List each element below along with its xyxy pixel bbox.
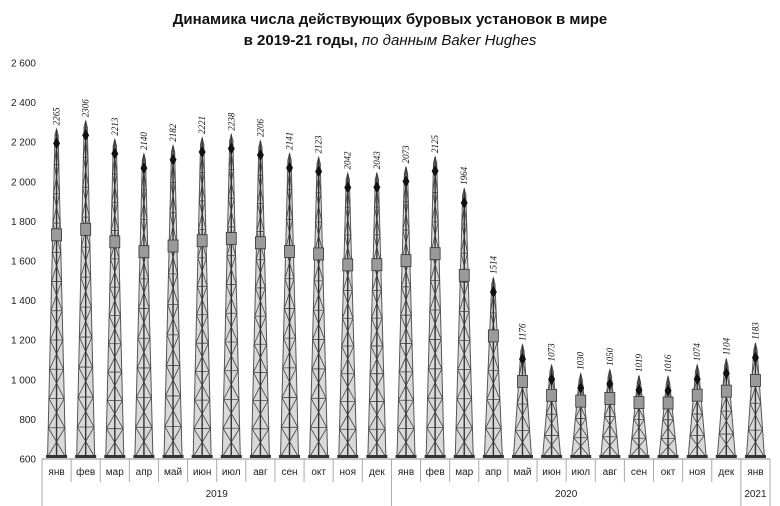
data-label: 2140	[139, 132, 149, 151]
bar-rig	[308, 155, 330, 458]
data-label: 2141	[285, 132, 295, 150]
x-tick-label: авг	[253, 467, 268, 478]
x-tick-label: окт	[311, 467, 326, 478]
bar-rig	[366, 171, 388, 458]
data-label: 2206	[255, 119, 265, 138]
x-tick-label: фев	[76, 466, 95, 478]
data-label: 2042	[343, 151, 353, 170]
bar-rig	[46, 127, 68, 458]
bar-rig	[453, 186, 475, 458]
x-tick-label: апр	[485, 467, 502, 478]
x-tick-label: мар	[106, 467, 124, 478]
bar-rig	[220, 132, 242, 458]
x-tick-label: мар	[455, 467, 473, 478]
x-tick-label: дек	[369, 467, 385, 478]
bar-rig	[599, 367, 621, 458]
data-label: 1176	[517, 323, 527, 341]
bar-rig	[744, 341, 766, 458]
title-line-2: в 2019-21 годы, по данным Baker Hughes	[0, 30, 780, 51]
y-tick-label: 1 800	[11, 217, 36, 228]
bar-rig	[279, 151, 301, 458]
x-tick-label: сен	[281, 467, 297, 478]
data-label: 2213	[110, 117, 120, 136]
data-label: 1016	[663, 354, 673, 373]
data-label: 2221	[197, 116, 207, 134]
data-label: 2306	[81, 99, 91, 118]
chart-title: Динамика числа действующих буровых устан…	[0, 9, 780, 51]
y-tick-label: 1 000	[11, 375, 36, 386]
x-tick-label: май	[164, 467, 182, 478]
bar-rig	[191, 136, 213, 458]
bar-rig	[424, 155, 446, 458]
x-tick-label: янв	[747, 467, 763, 478]
data-label: 1050	[605, 347, 615, 366]
data-label: 2265	[52, 107, 62, 126]
data-label: 1073	[547, 343, 557, 362]
data-label: 2182	[168, 123, 178, 142]
data-label: 1183	[750, 322, 760, 340]
x-tick-label: фев	[426, 466, 445, 478]
year-label: 2021	[744, 489, 767, 500]
y-tick-label: 2 000	[11, 177, 36, 188]
y-tick-label: 2 600	[11, 59, 36, 70]
x-tick-label: авг	[603, 467, 618, 478]
y-tick-label: 800	[19, 415, 36, 426]
title-line-1: Динамика числа действующих буровых устан…	[172, 11, 608, 28]
y-tick-label: 1 200	[11, 336, 36, 347]
data-label: 1964	[459, 166, 469, 185]
bar-rig	[104, 137, 126, 458]
bar-rig	[482, 276, 504, 458]
bar-rig	[75, 119, 97, 458]
x-tick-label: ноя	[340, 467, 357, 478]
data-label: 2073	[401, 145, 411, 164]
data-label: 2043	[372, 151, 382, 170]
x-tick-label: июн	[542, 467, 561, 478]
bar-rig	[715, 357, 737, 458]
data-label: 1074	[692, 343, 702, 362]
bar-rig	[657, 374, 679, 458]
x-tick-label: сен	[631, 467, 647, 478]
y-tick-label: 2 400	[11, 98, 36, 109]
bar-rig	[249, 139, 271, 458]
bar-rig	[337, 171, 359, 458]
bar-rig	[395, 165, 417, 458]
data-label: 1104	[721, 337, 731, 355]
x-tick-label: окт	[661, 467, 676, 478]
y-tick-label: 2 200	[11, 138, 36, 149]
title-period: в 2019-21 годы,	[243, 32, 358, 49]
y-tick-label: 1 400	[11, 296, 36, 307]
bar-rig	[686, 363, 708, 458]
year-label: 2020	[555, 489, 578, 500]
x-tick-label: ноя	[689, 467, 706, 478]
x-tick-label: май	[513, 467, 531, 478]
x-tick-label: дек	[718, 467, 734, 478]
bar-rig	[628, 374, 650, 458]
y-tick-label: 600	[19, 455, 36, 466]
data-label: 2123	[314, 135, 324, 154]
x-tick-label: апр	[136, 467, 153, 478]
data-label: 1019	[634, 354, 644, 373]
bar-rig	[133, 152, 155, 458]
year-label: 2019	[206, 489, 229, 500]
y-tick-label: 1 600	[11, 257, 36, 268]
bar-rig	[570, 371, 592, 458]
data-label: 1514	[488, 256, 498, 275]
x-tick-label: июл	[571, 467, 590, 478]
data-label: 2125	[430, 135, 440, 154]
x-tick-label: июн	[193, 467, 212, 478]
bar-rig	[162, 143, 184, 458]
data-label: 1030	[576, 351, 586, 370]
bar-rig	[541, 363, 563, 458]
x-tick-label: янв	[398, 467, 414, 478]
x-tick-label: янв	[48, 467, 64, 478]
title-source: по данным Baker Hughes	[361, 32, 537, 49]
data-label: 2238	[226, 112, 236, 131]
x-tick-label: июл	[222, 467, 241, 478]
bar-rig	[511, 343, 533, 458]
